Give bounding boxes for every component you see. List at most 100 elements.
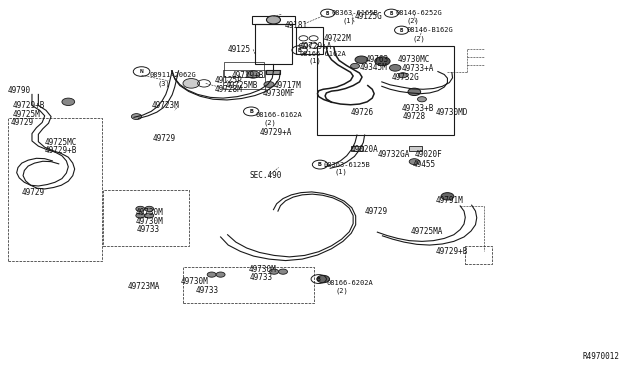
Text: 49733: 49733 bbox=[196, 286, 219, 295]
Text: 49729: 49729 bbox=[11, 118, 34, 127]
Text: (2): (2) bbox=[336, 288, 349, 295]
Circle shape bbox=[375, 57, 390, 65]
Bar bbox=[223, 70, 264, 89]
Text: 49732G: 49732G bbox=[392, 73, 419, 81]
Text: 49730MD: 49730MD bbox=[436, 108, 468, 117]
Text: N: N bbox=[140, 69, 143, 74]
Text: SEC.490: SEC.490 bbox=[250, 171, 282, 180]
Text: (3): (3) bbox=[157, 80, 170, 87]
Text: 49725MA: 49725MA bbox=[410, 227, 443, 235]
Text: 49733: 49733 bbox=[136, 225, 159, 234]
Bar bbox=[8, 118, 102, 260]
Circle shape bbox=[278, 269, 287, 274]
Text: 49729: 49729 bbox=[153, 134, 176, 143]
Circle shape bbox=[408, 88, 420, 96]
Text: 49729: 49729 bbox=[22, 188, 45, 197]
Text: 49733+A: 49733+A bbox=[401, 64, 434, 73]
Bar bbox=[225, 62, 264, 77]
Text: 49733: 49733 bbox=[250, 273, 273, 282]
Text: (1): (1) bbox=[342, 17, 355, 24]
Circle shape bbox=[417, 97, 426, 102]
Bar bbox=[183, 267, 314, 303]
Text: 49730M: 49730M bbox=[248, 264, 276, 273]
Text: 49732GA: 49732GA bbox=[378, 150, 410, 159]
Text: 49717M: 49717M bbox=[274, 81, 302, 90]
Bar bbox=[252, 16, 294, 24]
Text: R4970012: R4970012 bbox=[582, 352, 620, 361]
Text: 49729+A: 49729+A bbox=[259, 128, 292, 137]
Text: 49791M: 49791M bbox=[436, 196, 464, 205]
Text: (2): (2) bbox=[412, 35, 425, 42]
Text: 49722M: 49722M bbox=[323, 34, 351, 43]
Text: 49125G: 49125G bbox=[355, 12, 383, 21]
Text: 49763: 49763 bbox=[366, 55, 389, 64]
Circle shape bbox=[62, 98, 75, 106]
Circle shape bbox=[269, 269, 278, 274]
Circle shape bbox=[355, 56, 368, 63]
Circle shape bbox=[145, 213, 154, 218]
Text: 08166-6162A: 08166-6162A bbox=[255, 112, 301, 118]
Text: (2): (2) bbox=[264, 119, 276, 126]
Bar bbox=[317, 46, 454, 135]
Text: B: B bbox=[250, 109, 253, 114]
Text: 49729+B: 49729+B bbox=[13, 101, 45, 110]
Text: 49723M: 49723M bbox=[151, 101, 179, 110]
Text: 49729+B: 49729+B bbox=[45, 147, 77, 155]
Bar bbox=[465, 246, 492, 263]
Circle shape bbox=[351, 63, 360, 68]
Bar bbox=[351, 146, 364, 151]
Circle shape bbox=[264, 81, 274, 87]
Circle shape bbox=[216, 272, 225, 277]
Circle shape bbox=[441, 193, 454, 200]
Text: (1): (1) bbox=[334, 169, 347, 175]
Text: 08146-B162G: 08146-B162G bbox=[406, 27, 452, 33]
Text: 49725MC: 49725MC bbox=[45, 138, 77, 147]
Text: 49345M: 49345M bbox=[360, 63, 387, 72]
Text: B: B bbox=[390, 11, 393, 16]
Text: 49726: 49726 bbox=[351, 108, 374, 117]
Text: 08166-6202A: 08166-6202A bbox=[326, 280, 373, 286]
Text: 49733+B: 49733+B bbox=[401, 104, 434, 113]
Text: 08363-6165B: 08363-6165B bbox=[332, 10, 378, 16]
Text: 49790: 49790 bbox=[8, 86, 31, 94]
Text: 49730MC: 49730MC bbox=[397, 55, 430, 64]
Text: 49729+B: 49729+B bbox=[436, 247, 468, 256]
Bar bbox=[296, 27, 323, 54]
Text: 49730M: 49730M bbox=[135, 208, 163, 217]
Text: B: B bbox=[318, 162, 322, 167]
Text: B: B bbox=[326, 11, 329, 16]
Text: 49729+A: 49729+A bbox=[300, 42, 332, 51]
Circle shape bbox=[390, 64, 401, 71]
Text: 49725MB: 49725MB bbox=[226, 81, 258, 90]
Text: 49125: 49125 bbox=[228, 45, 251, 54]
Text: B: B bbox=[400, 28, 403, 33]
Text: 49723MA: 49723MA bbox=[127, 282, 160, 291]
Text: 08911-2062G: 08911-2062G bbox=[150, 72, 196, 78]
Text: 49729: 49729 bbox=[365, 206, 388, 216]
Circle shape bbox=[145, 206, 154, 211]
Bar bbox=[409, 146, 422, 151]
Circle shape bbox=[136, 206, 145, 211]
Text: 08363-6125B: 08363-6125B bbox=[323, 161, 370, 167]
Text: 49728M: 49728M bbox=[215, 85, 243, 94]
Text: 49725M: 49725M bbox=[13, 109, 40, 119]
Text: 49730M: 49730M bbox=[135, 217, 163, 225]
Circle shape bbox=[131, 113, 141, 119]
Bar bbox=[255, 24, 292, 64]
Text: 08166-6162A: 08166-6162A bbox=[300, 51, 346, 57]
Text: 49730MF: 49730MF bbox=[262, 89, 295, 98]
Circle shape bbox=[183, 78, 200, 88]
Text: B: B bbox=[317, 276, 321, 282]
Text: 08146-6252G: 08146-6252G bbox=[395, 10, 442, 16]
Text: 49728: 49728 bbox=[403, 112, 426, 121]
Text: (2): (2) bbox=[406, 17, 419, 24]
Text: 49125P: 49125P bbox=[215, 76, 243, 85]
Bar bbox=[103, 190, 189, 246]
Circle shape bbox=[136, 213, 145, 218]
Text: (1): (1) bbox=[308, 58, 321, 64]
Text: 49455: 49455 bbox=[412, 160, 436, 169]
Circle shape bbox=[409, 159, 419, 164]
Circle shape bbox=[246, 71, 259, 78]
Text: 49730M: 49730M bbox=[181, 277, 209, 286]
Text: 49181: 49181 bbox=[285, 21, 308, 30]
